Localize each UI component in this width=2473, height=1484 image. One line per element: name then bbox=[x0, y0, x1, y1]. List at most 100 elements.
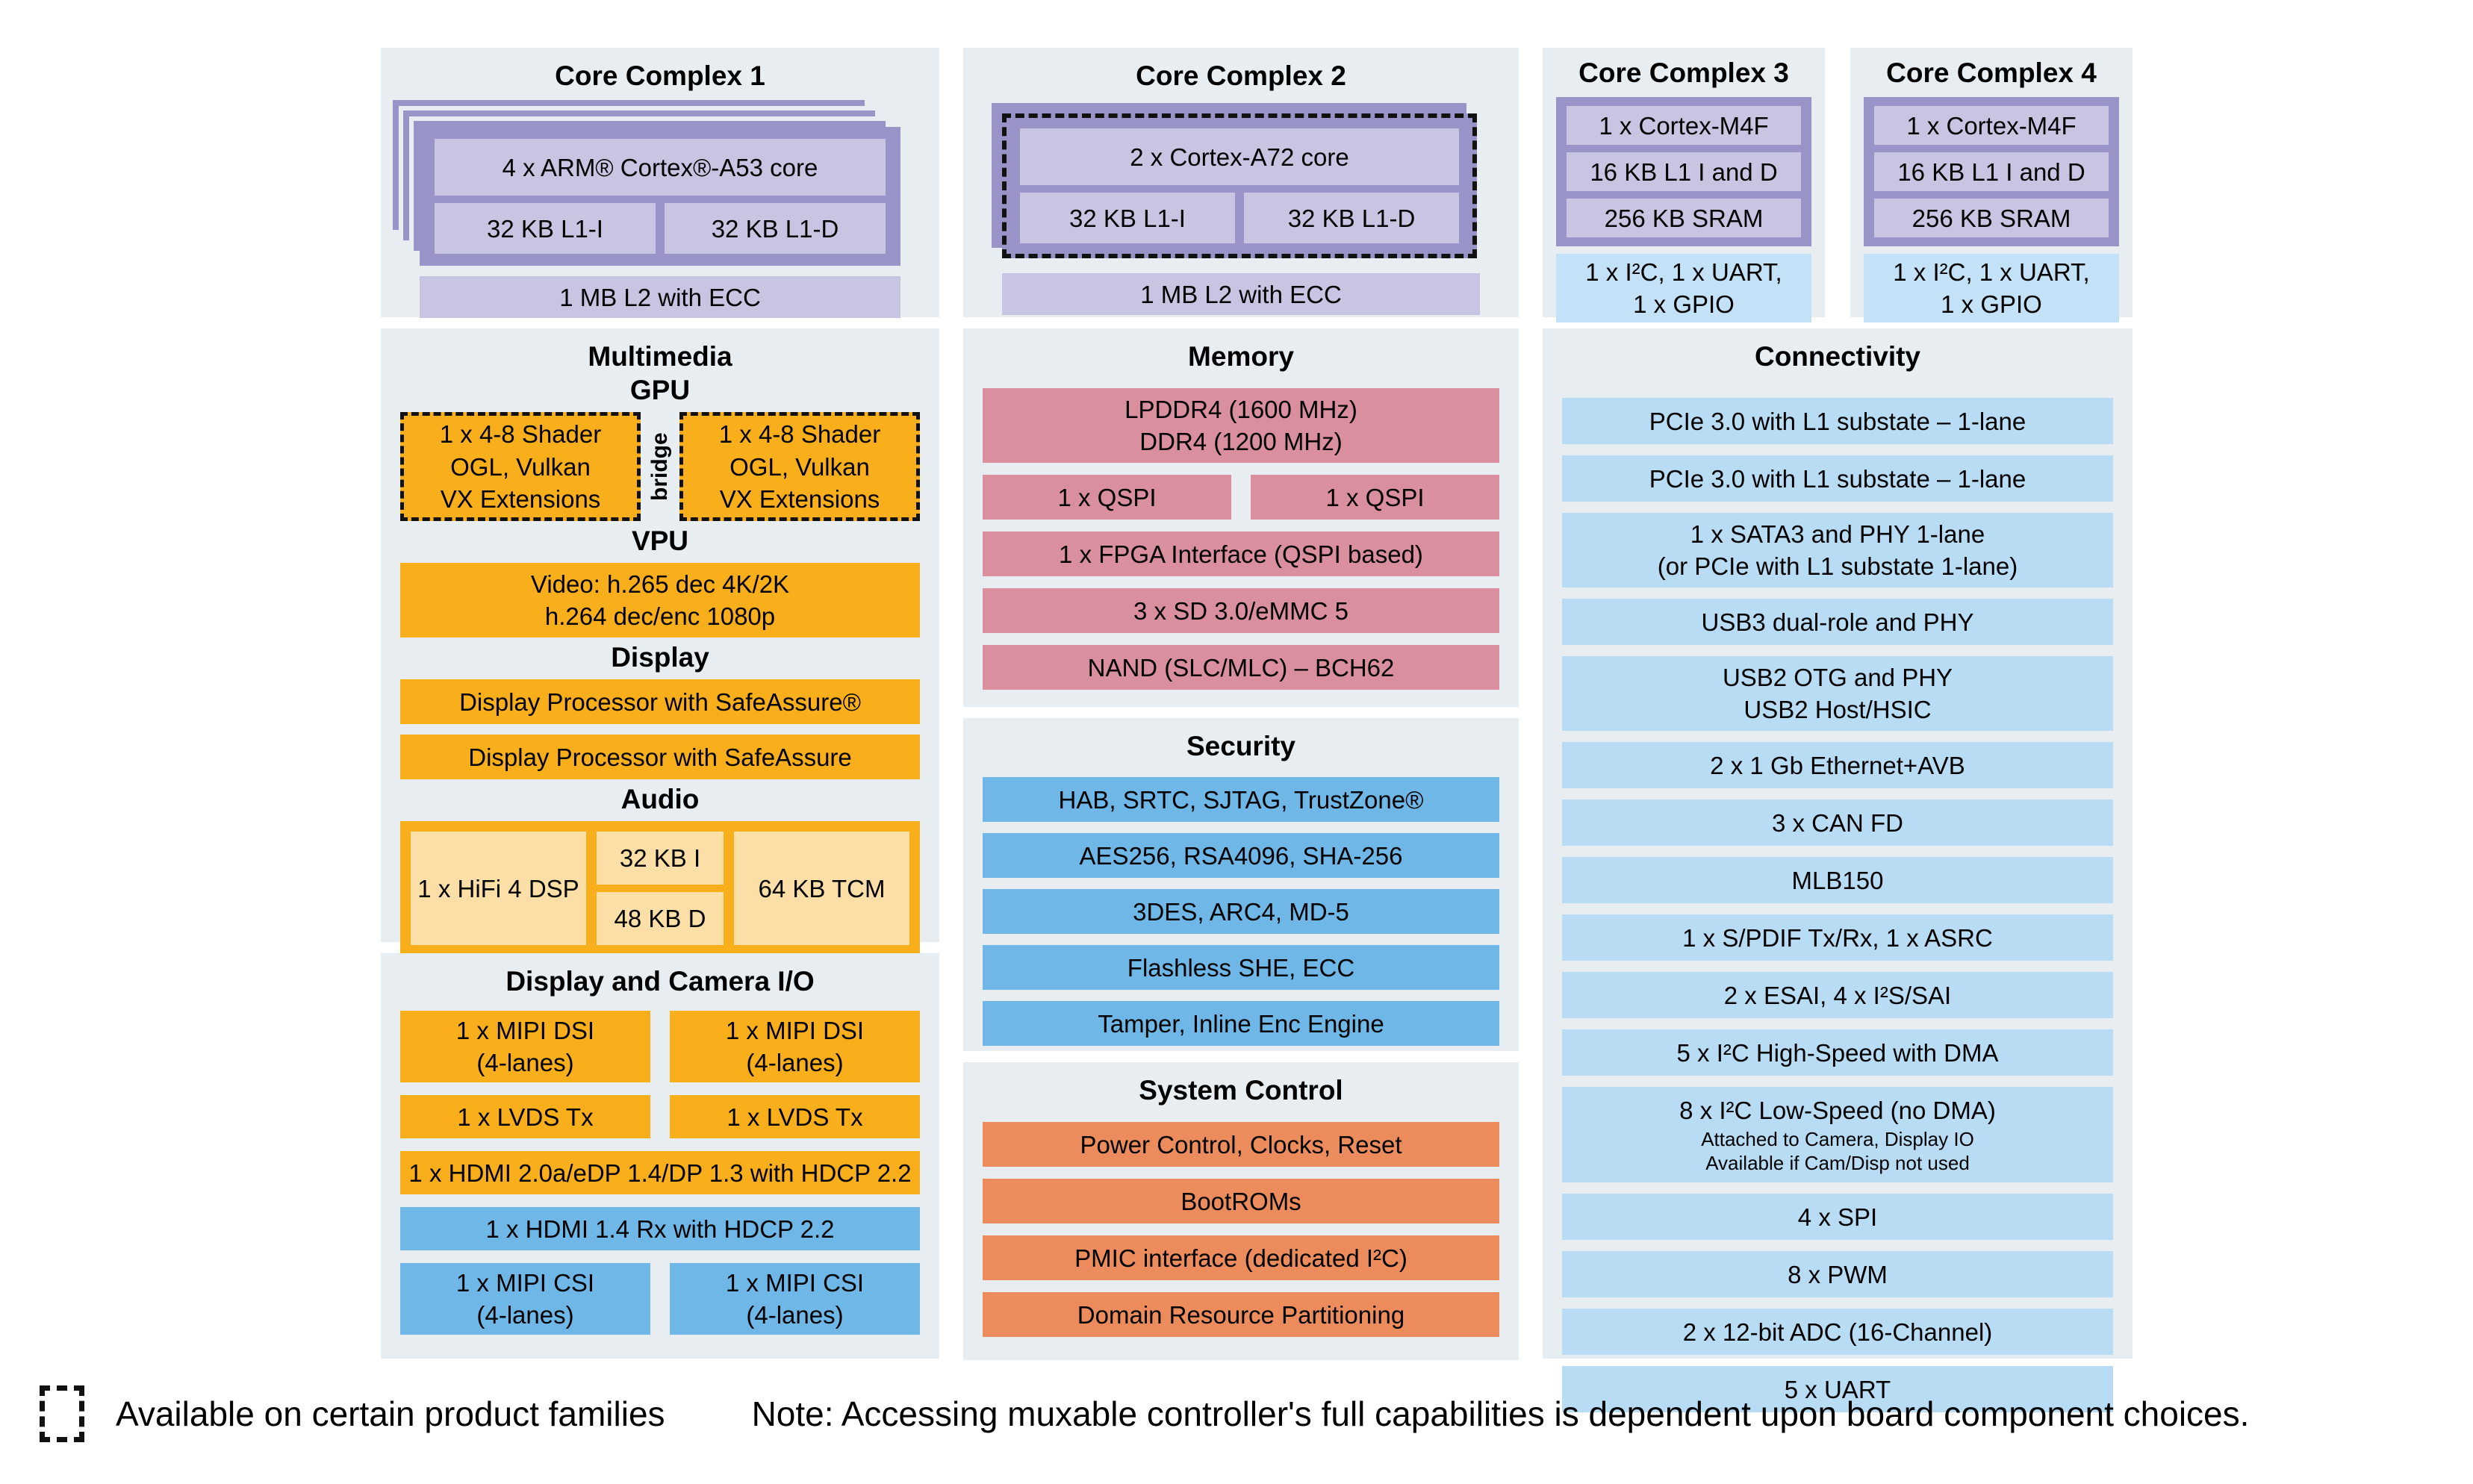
qspi-box-2: 1 x QSPI bbox=[1251, 475, 1499, 520]
usb3-box: USB3 dual-role and PHY bbox=[1562, 599, 2113, 646]
core-complex-3-panel: Core Complex 3 1 x Cortex-M4F 16 KB L1 I… bbox=[1543, 48, 1825, 323]
i2c-high-speed-box: 5 x I²C High-Speed with DMA bbox=[1562, 1029, 2113, 1076]
core-complex-1-card: 4 x ARM® Cortex®-A53 core 32 KB L1-I 32 … bbox=[420, 127, 900, 266]
m4-io-box: 1 x I²C, 1 x UART, 1 x GPIO bbox=[1556, 254, 1811, 323]
core-complex-3-4-row: Core Complex 3 1 x Cortex-M4F 16 KB L1 I… bbox=[1543, 48, 2133, 323]
l1-data-cache-box: 32 KB L1-D bbox=[1244, 193, 1459, 244]
lvds-tx-box-1: 1 x LVDS Tx bbox=[400, 1095, 650, 1139]
core-complex-3-title: Core Complex 3 bbox=[1578, 57, 1789, 88]
core-complex-2-card: 2 x Cortex-A72 core 32 KB L1-I 32 KB L1-… bbox=[1002, 113, 1477, 259]
sata-box: 1 x SATA3 and PHY 1-lane (or PCIe with L… bbox=[1562, 513, 2113, 588]
uart-box: 5 x UART bbox=[1562, 1366, 2113, 1413]
audio-label: Audio bbox=[620, 784, 700, 815]
system-control-title: System Control bbox=[1139, 1075, 1343, 1106]
security-box-aes: AES256, RSA4096, SHA-256 bbox=[983, 833, 1499, 879]
memory-panel: Memory LPDDR4 (1600 MHz) DDR4 (1200 MHz)… bbox=[963, 328, 1519, 707]
display-camera-io-panel: Display and Camera I/O 1 x MIPI DSI (4-l… bbox=[381, 953, 939, 1359]
mipi-csi-box-2: 1 x MIPI CSI (4-lanes) bbox=[670, 1263, 920, 1335]
connectivity-title: Connectivity bbox=[1754, 341, 1921, 372]
legend-row: Available on certain product families No… bbox=[40, 1385, 2249, 1442]
l1-cache-row: 32 KB L1-I 32 KB L1-D bbox=[1020, 193, 1459, 244]
mipi-csi-row: 1 x MIPI CSI (4-lanes) 1 x MIPI CSI (4-l… bbox=[400, 1263, 920, 1335]
system-control-panel: System Control Power Control, Clocks, Re… bbox=[963, 1062, 1519, 1360]
core-complex-4-card: 1 x Cortex-M4F 16 KB L1 I and D 256 KB S… bbox=[1864, 97, 2119, 247]
power-control-box: Power Control, Clocks, Reset bbox=[983, 1122, 1499, 1167]
m4-io-box: 1 x I²C, 1 x UART, 1 x GPIO bbox=[1864, 254, 2119, 323]
pmic-interface-box: PMIC interface (dedicated I²C) bbox=[983, 1235, 1499, 1281]
adc-box: 2 x 12-bit ADC (16-Channel) bbox=[1562, 1309, 2113, 1356]
mipi-dsi-box-1: 1 x MIPI DSI (4-lanes) bbox=[400, 1011, 650, 1083]
display-processor-box-1: Display Processor with SafeAssure® bbox=[400, 679, 920, 725]
i2c-low-speed-label: 8 x I²C Low-Speed (no DMA) bbox=[1679, 1097, 1996, 1125]
core-complex-4-panel: Core Complex 4 1 x Cortex-M4F 16 KB L1 I… bbox=[1850, 48, 2133, 323]
l2-cache-box: 1 MB L2 with ECC bbox=[1002, 273, 1480, 316]
l2-cache-box: 1 MB L2 with ECC bbox=[420, 276, 900, 319]
core-complex-1-core-stack: 4 x ARM® Cortex®-A53 core 32 KB L1-I 32 … bbox=[388, 96, 900, 266]
sram-box: 256 KB SRAM bbox=[1567, 199, 1801, 238]
l1-instruction-cache-box: 32 KB L1-I bbox=[435, 203, 656, 255]
qspi-row: 1 x QSPI 1 x QSPI bbox=[983, 475, 1499, 520]
core-complex-2-panel: Core Complex 2 2 x Cortex-A72 core 32 KB… bbox=[963, 48, 1519, 317]
lvds-row: 1 x LVDS Tx 1 x LVDS Tx bbox=[400, 1095, 920, 1139]
l1-instruction-cache-box: 32 KB L1-I bbox=[1020, 193, 1235, 244]
memory-title: Memory bbox=[1188, 341, 1294, 372]
audio-dcache-box: 48 KB D bbox=[597, 892, 724, 946]
security-box-she: Flashless SHE, ECC bbox=[983, 945, 1499, 991]
mipi-dsi-box-2: 1 x MIPI DSI (4-lanes) bbox=[670, 1011, 920, 1083]
connectivity-panel: Connectivity PCIe 3.0 with L1 substate –… bbox=[1543, 328, 2133, 1413]
audio-cache-column: 32 KB I 48 KB D bbox=[597, 832, 724, 946]
spi-box: 4 x SPI bbox=[1562, 1194, 2113, 1241]
esai-sai-box: 2 x ESAI, 4 x I²S/SAI bbox=[1562, 972, 2113, 1019]
fpga-interface-box: 1 x FPGA Interface (QSPI based) bbox=[983, 531, 1499, 577]
hdmi-tx-box: 1 x HDMI 2.0a/eDP 1.4/DP 1.3 with HDCP 2… bbox=[400, 1151, 920, 1195]
security-title: Security bbox=[1186, 731, 1295, 761]
core-complex-1-title: Core Complex 1 bbox=[555, 60, 765, 91]
security-box-tamper: Tamper, Inline Enc Engine bbox=[983, 1001, 1499, 1047]
hifi-dsp-box: 1 x HiFi 4 DSP bbox=[411, 832, 586, 946]
column-1: Core Complex 1 4 x ARM® Cortex®-A53 core… bbox=[381, 48, 939, 1360]
ddr-box: LPDDR4 (1600 MHz) DDR4 (1200 MHz) bbox=[983, 388, 1499, 464]
vpu-box: Video: h.265 dec 4K/2K h.264 dec/enc 108… bbox=[400, 563, 920, 638]
mipi-csi-box-1: 1 x MIPI CSI (4-lanes) bbox=[400, 1263, 650, 1335]
mlb150-box: MLB150 bbox=[1562, 857, 2113, 904]
core-complex-1-panel: Core Complex 1 4 x ARM® Cortex®-A53 core… bbox=[381, 48, 939, 319]
audio-icache-box: 32 KB I bbox=[597, 832, 724, 885]
l1-data-cache-box: 32 KB L1-D bbox=[665, 203, 886, 255]
l1-cache-box: 16 KB L1 I and D bbox=[1567, 152, 1801, 192]
cortex-m4f-box: 1 x Cortex-M4F bbox=[1567, 106, 1801, 146]
i2c-low-speed-subtext: Attached to Camera, Display IO Available… bbox=[1701, 1127, 1974, 1175]
ethernet-box: 2 x 1 Gb Ethernet+AVB bbox=[1562, 742, 2113, 789]
security-box-3des: 3DES, ARC4, MD-5 bbox=[983, 889, 1499, 935]
multimedia-title: Multimedia bbox=[588, 341, 732, 372]
core-complex-2-title: Core Complex 2 bbox=[1136, 60, 1346, 91]
gpu-bridge-label: bridge bbox=[647, 432, 672, 502]
cortex-m4f-box: 1 x Cortex-M4F bbox=[1874, 106, 2109, 146]
gpu-label: GPU bbox=[629, 375, 691, 406]
gpu-row: 1 x 4-8 Shader OGL, Vulkan VX Extensions… bbox=[400, 412, 920, 522]
mipi-dsi-row: 1 x MIPI DSI (4-lanes) 1 x MIPI DSI (4-l… bbox=[400, 1011, 920, 1083]
bootroms-box: BootROMs bbox=[983, 1179, 1499, 1224]
gpu-shader-box-right: 1 x 4-8 Shader OGL, Vulkan VX Extensions bbox=[679, 412, 920, 522]
dashed-box-legend-icon bbox=[40, 1385, 84, 1442]
legend-label: Available on certain product families bbox=[116, 1394, 665, 1433]
diagram-grid: Core Complex 1 4 x ARM® Cortex®-A53 core… bbox=[381, 48, 2133, 1413]
display-processor-box-2: Display Processor with SafeAssure bbox=[400, 735, 920, 780]
audio-subsystem: 1 x HiFi 4 DSP 32 KB I 48 KB D 64 KB TCM bbox=[400, 821, 920, 956]
display-camera-io-title: Display and Camera I/O bbox=[506, 966, 815, 997]
cortex-a53-core-box: 4 x ARM® Cortex®-A53 core bbox=[435, 139, 886, 196]
nand-box: NAND (SLC/MLC) – BCH62 bbox=[983, 645, 1499, 690]
hdmi-rx-box: 1 x HDMI 1.4 Rx with HDCP 2.2 bbox=[400, 1207, 920, 1251]
l1-cache-box: 16 KB L1 I and D bbox=[1874, 152, 2109, 192]
legend-note: Note: Accessing muxable controller's ful… bbox=[751, 1394, 2250, 1433]
core-complex-3-card: 1 x Cortex-M4F 16 KB L1 I and D 256 KB S… bbox=[1556, 97, 1811, 247]
pwm-box: 8 x PWM bbox=[1562, 1251, 2113, 1298]
sd-emmc-box: 3 x SD 3.0/eMMC 5 bbox=[983, 588, 1499, 634]
security-box-hab: HAB, SRTC, SJTAG, TrustZone® bbox=[983, 777, 1499, 823]
qspi-box-1: 1 x QSPI bbox=[983, 475, 1231, 520]
sram-box: 256 KB SRAM bbox=[1874, 199, 2109, 238]
domain-partitioning-box: Domain Resource Partitioning bbox=[983, 1292, 1499, 1338]
spdif-asrc-box: 1 x S/PDIF Tx/Rx, 1 x ASRC bbox=[1562, 914, 2113, 961]
column-3: Core Complex 3 1 x Cortex-M4F 16 KB L1 I… bbox=[1543, 48, 2133, 1413]
gpu-shader-box-left: 1 x 4-8 Shader OGL, Vulkan VX Extensions bbox=[400, 412, 641, 522]
